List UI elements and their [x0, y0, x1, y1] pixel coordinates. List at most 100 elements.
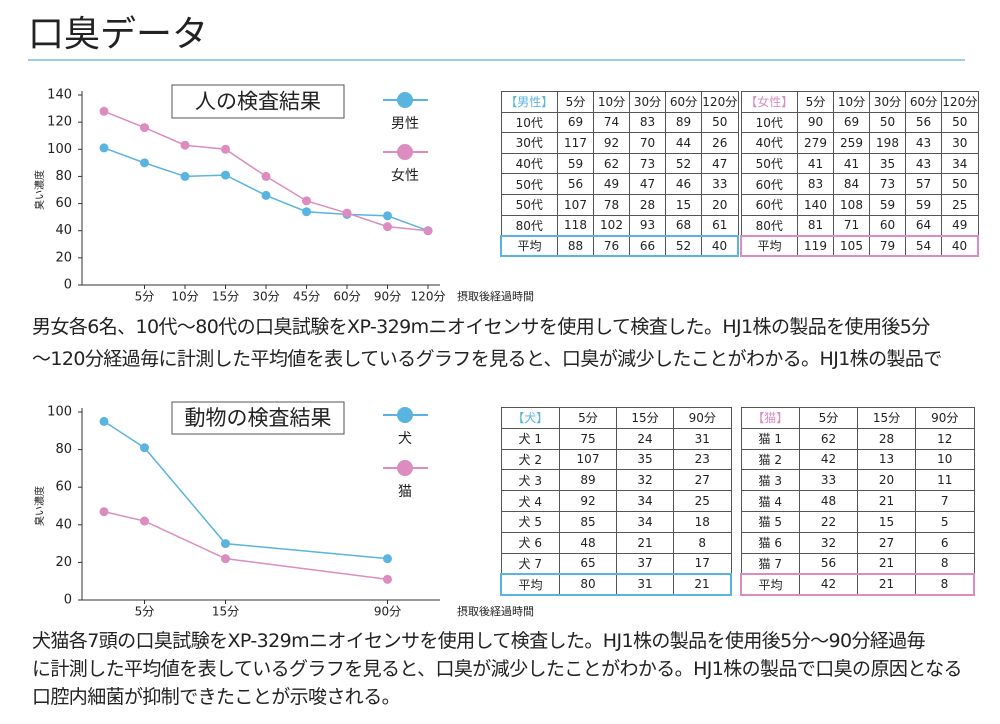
- table-cell: 34: [941, 152, 979, 175]
- table-cell: 34: [616, 490, 674, 512]
- table-cell: 50代: [740, 152, 798, 175]
- data-point: [140, 443, 149, 453]
- table-cell: 犬 2: [500, 448, 560, 471]
- table-cell: 15分: [616, 407, 674, 429]
- table-row: 犬 7 65 37 17: [500, 552, 732, 575]
- table-cell: 42: [799, 448, 858, 471]
- table-cell: 117: [557, 132, 594, 154]
- legend-marker: [397, 460, 413, 476]
- table-cell: 118: [557, 214, 594, 237]
- table-cell: 56: [799, 552, 858, 575]
- table-cell: 66: [629, 234, 666, 258]
- table-cell: 11: [915, 469, 975, 492]
- table-cell: 10分: [833, 91, 870, 113]
- data-table: 【男性】 5分 10分 30分 60分 120分 10代 69 74 83 89 50 30代 117 92…: [500, 91, 739, 258]
- table-cell: 93: [629, 214, 666, 237]
- table-row: 10代 90 69 50 56 50: [740, 111, 979, 134]
- table-row: 50代 41 41 35 43 34: [740, 152, 979, 175]
- x-axis-label: 摂取後経過時間: [457, 604, 534, 618]
- paragraph-line: ～120分経過毎に計測した平均値を表しているグラフを見ると、口臭が減少したことが…: [32, 348, 942, 370]
- table-row: 平均 88 76 66 52 40: [500, 234, 739, 258]
- y-tick-label: 100: [47, 405, 72, 420]
- table-cell: 猫 3: [740, 469, 800, 492]
- table-cell: 31: [616, 572, 674, 596]
- table-cell: 47: [629, 173, 666, 195]
- table-cell: 20: [857, 469, 916, 492]
- table-cell: 48: [799, 490, 858, 512]
- table-cell: 31: [673, 427, 732, 450]
- data-point: [383, 554, 392, 564]
- table-row: 30代 117 92 70 44 26: [500, 132, 739, 154]
- table-cell: 40: [941, 234, 979, 258]
- chart-title: 人の検査結果: [195, 90, 321, 114]
- table-cell: 8: [673, 531, 732, 554]
- table-cell: 18: [673, 510, 732, 533]
- table-cell: 50代: [500, 173, 558, 195]
- table-cell: 50代: [500, 193, 558, 216]
- x-tick-label: 120分: [411, 290, 446, 304]
- series-line: [103, 147, 429, 232]
- table-cell: 89: [559, 469, 617, 492]
- table-cell: 108: [833, 193, 870, 216]
- table-row: 80代 81 71 60 64 49: [740, 214, 979, 237]
- table-cell: 5分: [797, 91, 834, 113]
- data-point: [383, 574, 392, 584]
- table-cell: 83: [797, 173, 834, 195]
- data-table: 【猫】 5分 15分 90分猫 1 62 28 12 猫 2 42 13 10 猫 3 33 20 11 猫 …: [740, 407, 975, 596]
- table-cell: 89: [665, 111, 702, 134]
- table-cell: 犬 4: [500, 490, 560, 512]
- table-cell: 47: [701, 152, 739, 175]
- table-cell: 52: [665, 152, 702, 175]
- x-tick-label: 5分: [135, 290, 155, 304]
- table-cell: 犬 7: [500, 552, 560, 575]
- series-line: [103, 110, 429, 232]
- table-cell: 59: [557, 152, 594, 175]
- x-tick-label: 10分: [171, 290, 198, 304]
- chart-title-box: [171, 84, 345, 119]
- table-cell: 69: [833, 111, 870, 134]
- table-cell: 40代: [740, 132, 798, 154]
- data-point: [221, 144, 230, 154]
- table-cell: 22: [799, 510, 858, 533]
- x-tick-label: 15分: [212, 605, 239, 619]
- table-cell: 84: [833, 173, 870, 195]
- x-tick-label: 15分: [212, 290, 239, 304]
- x-tick-label: 45分: [293, 290, 320, 304]
- chart-title: 動物の検査結果: [185, 406, 332, 430]
- table-cell: 5: [915, 510, 975, 533]
- table-cell: 83: [629, 111, 666, 134]
- table-cell: 54: [905, 234, 942, 258]
- table-cell: 59: [905, 193, 942, 216]
- table-cell: 35: [616, 448, 674, 471]
- page-title: 口臭データ: [28, 14, 208, 55]
- chart-title-box: [171, 401, 345, 435]
- table-cell: 27: [673, 469, 732, 492]
- table-cell: 42: [799, 572, 858, 596]
- data-point: [221, 170, 230, 180]
- table-cell: 80: [559, 572, 617, 596]
- table-cell: 5分: [557, 91, 594, 113]
- table-cell: 60: [869, 214, 906, 237]
- legend-label: 犬: [398, 431, 412, 447]
- table-header: 【犬】 5分 15分 90分: [500, 407, 732, 429]
- table-cell: 【猫】: [740, 407, 800, 429]
- table-cell: 21: [616, 531, 674, 554]
- table-cell: 犬 3: [500, 469, 560, 492]
- data-point: [180, 171, 190, 181]
- table-row: 犬 1 75 24 31: [500, 427, 732, 450]
- table-row: 平均 42 21 8: [740, 572, 975, 596]
- data-point: [140, 158, 149, 168]
- table-cell: 92: [559, 490, 617, 512]
- table-row: 平均 119 105 79 54 40: [740, 234, 979, 258]
- table-row: 40代 279 259 198 43 30: [740, 132, 979, 154]
- table-cell: 12: [915, 427, 975, 450]
- y-tick-label: 120: [47, 115, 72, 130]
- y-tick-label: 20: [55, 555, 72, 570]
- table-cell: 33: [799, 469, 858, 492]
- table-cell: 57: [905, 173, 942, 195]
- table-cell: 10: [915, 448, 975, 471]
- table-cell: 30分: [869, 91, 906, 113]
- table-cell: 猫 2: [740, 448, 800, 471]
- data-point: [221, 554, 230, 564]
- table-cell: 32: [799, 531, 858, 554]
